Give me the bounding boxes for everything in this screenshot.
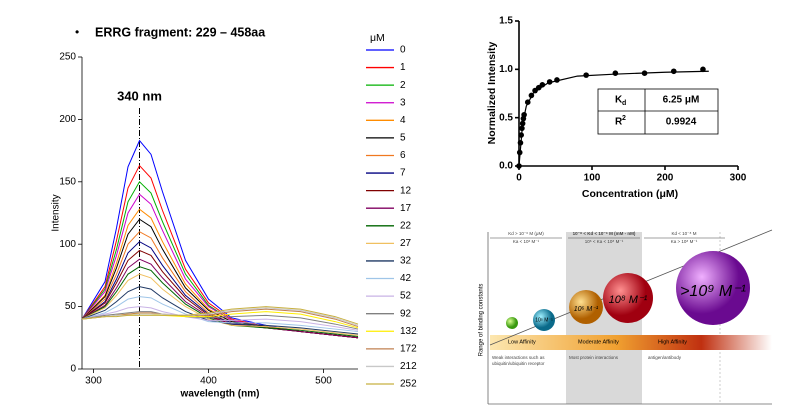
legend-label: 3 (400, 97, 406, 108)
note: Most protein interactions (569, 355, 619, 360)
y-axis-label: Normalized Intensity (486, 42, 498, 145)
sphere (676, 251, 750, 325)
bullet: • (75, 25, 79, 39)
legend-label: 212 (400, 361, 417, 372)
legend-label: 52 (400, 291, 412, 302)
legend-label: 0 (400, 45, 406, 56)
table-label: R (615, 117, 623, 128)
kd-range: Kd < 10⁻⁸ M (672, 231, 697, 236)
x-tick-label: 0 (516, 173, 522, 184)
x-tick-label: 100 (584, 173, 601, 184)
spectrum-line (81, 266, 359, 338)
legend-label: 7 (400, 168, 406, 179)
band-label: Moderate Affinity (578, 339, 619, 345)
y-tick-label: 200 (59, 114, 76, 125)
legend-label: 132 (400, 326, 417, 337)
legend-label: 172 (400, 343, 417, 354)
spectrum-line (81, 273, 359, 336)
sphere (506, 317, 518, 329)
spectrum-line (81, 286, 359, 335)
legend-label: 32 (400, 256, 412, 267)
x-axis-label: Concentration (μM) (582, 188, 678, 200)
sphere (533, 309, 555, 331)
x-axis-label: wavelength (nm) (180, 389, 260, 400)
sphere (603, 273, 653, 323)
x-tick-label: 500 (315, 376, 332, 387)
legend-label: 5 (400, 133, 406, 144)
spectrum-line (81, 306, 359, 325)
legend-label: 6 (400, 150, 406, 161)
y-tick-label: 0.5 (499, 112, 513, 123)
table-label: K (615, 95, 623, 106)
y-axis-label: Intensity (51, 194, 62, 231)
legend-label: 27 (400, 238, 412, 249)
y-tick-label: 150 (59, 176, 76, 187)
spectrum-line (81, 307, 359, 326)
spectrum-line (81, 296, 359, 333)
sphere-label: >10⁹ M⁻¹ (680, 283, 746, 300)
diagram-y-label: Range of binding constants (479, 284, 485, 357)
legend-label: 4 (400, 115, 406, 126)
table-label-sup: 2 (622, 115, 626, 122)
table-value: 6.25 μM (663, 95, 700, 106)
spectrum-line (81, 258, 359, 339)
legend-label: 42 (400, 273, 412, 284)
ka-range: 10⁶ < Ka < 10⁸ M⁻¹ (585, 239, 624, 244)
affinity-diagram: Kd > 10⁻⁶ M (μM) Ka < 10⁶ M⁻¹ 10⁻⁸ < Kd … (479, 229, 773, 405)
legend-label: 2 (400, 80, 406, 91)
note: antigen/antibody (648, 355, 682, 360)
y-tick-label: 50 (65, 301, 77, 312)
band-label: Low Affinity (508, 339, 536, 345)
y-tick-label: 250 (59, 52, 76, 63)
y-tick-label: 100 (59, 239, 76, 250)
legend-title: μM (370, 32, 385, 44)
annotation: 340 nm (117, 88, 162, 103)
table-label-sub: d (622, 100, 626, 107)
legend-label: 22 (400, 220, 412, 231)
legend-label: 17 (400, 203, 412, 214)
sphere-label: 10⁶ M⁻¹ (574, 306, 599, 313)
legend-label: 92 (400, 308, 412, 319)
table-value: 0.9924 (666, 117, 697, 128)
kd-range: 10⁻⁸ < Kd < 10⁻⁶ M (mM - nM) (573, 231, 636, 236)
y-tick-label: 0.0 (499, 161, 513, 172)
legend-label: 252 (400, 379, 417, 390)
x-tick-label: 300 (730, 173, 747, 184)
data-point (612, 70, 619, 76)
chart-title: ERRG fragment: 229 – 458aa (95, 25, 266, 39)
y-tick-label: 1.5 (499, 16, 513, 27)
ka-range: Ka > 10⁸ M⁻¹ (671, 239, 698, 244)
note: ubiquitin/ubiquitin receptor (492, 361, 545, 366)
x-tick-label: 300 (85, 376, 102, 387)
ka-range: Ka < 10⁶ M⁻¹ (513, 239, 540, 244)
legend-label: 12 (400, 185, 412, 196)
legend-label: 1 (400, 62, 406, 73)
x-tick-label: 400 (200, 376, 217, 387)
note: Weak interactions such as (492, 355, 545, 360)
spectrum-line (81, 306, 359, 331)
band-label: High Affinity (658, 339, 687, 345)
table-border (597, 88, 719, 135)
y-tick-label: 0 (70, 364, 76, 375)
sphere-label: 10⁸ M⁻¹ (609, 294, 648, 306)
y-tick-label: 1.0 (499, 64, 513, 75)
x-tick-label: 200 (657, 173, 674, 184)
kd-range: Kd > 10⁻⁶ M (μM) (508, 231, 544, 236)
fit-line (518, 70, 709, 167)
sphere (569, 290, 603, 324)
affinity-bar (490, 335, 772, 350)
sphere-label: 10⁵ M⁻¹ (535, 317, 553, 323)
data-point (670, 68, 677, 75)
data-point (700, 66, 706, 73)
result-table: K d 6.25 μM R 2 0.9924 (597, 88, 719, 135)
